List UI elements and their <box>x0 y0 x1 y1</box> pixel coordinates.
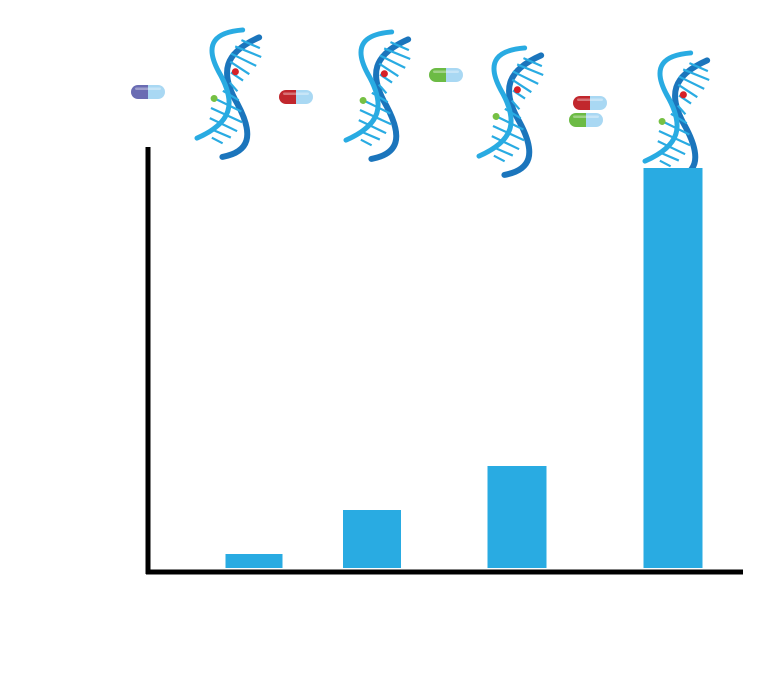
green-capsule-icon-1 <box>429 68 463 82</box>
dna-helix-icon-1 <box>181 23 279 163</box>
mutation-marker-red <box>231 68 239 76</box>
dna-helix-icon-2 <box>330 25 428 165</box>
left-pill-icon <box>131 85 165 99</box>
mutation-marker-green <box>492 112 500 120</box>
dna-helix-icon-4 <box>629 46 727 186</box>
bar-3 <box>487 466 547 568</box>
red-capsule-icon-1 <box>279 90 313 104</box>
mutation-marker-green <box>658 117 666 125</box>
green-capsule-icon-2 <box>569 113 603 127</box>
bar-4 <box>643 168 703 568</box>
red-capsule-icon-2 <box>573 96 607 110</box>
mutation-marker-red <box>513 86 521 94</box>
mutation-marker-green <box>210 94 218 102</box>
illustration-row <box>131 23 727 186</box>
mutation-marker-green <box>359 96 367 104</box>
mutation-marker-red <box>679 91 687 99</box>
mutation-marker-red <box>380 70 388 78</box>
bar-1 <box>225 554 283 568</box>
dna-helix-icon-3 <box>463 41 561 181</box>
bars <box>225 168 703 568</box>
bar-2 <box>343 510 401 568</box>
axes <box>145 147 743 575</box>
